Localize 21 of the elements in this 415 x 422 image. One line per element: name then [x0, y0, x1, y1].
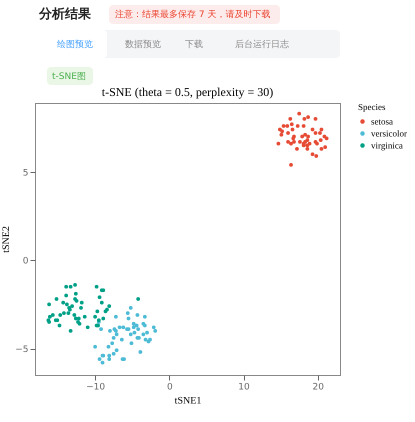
- x-tick-label: 10: [238, 382, 250, 392]
- legend-label: setosa: [371, 116, 393, 126]
- x-tick-label: 20: [312, 382, 324, 392]
- y-axis-title: tSNE2: [1, 226, 12, 253]
- text: 注意：结果最多保存 7 天，请及时下载: [115, 9, 270, 20]
- y-tick-label: 0: [22, 256, 29, 267]
- x-tick-label: −10: [86, 382, 106, 392]
- text: t-SNE图: [52, 72, 86, 82]
- legend-title: Species: [358, 102, 386, 112]
- text: 分析结果: [38, 7, 92, 22]
- text: 后台运行日志: [235, 39, 289, 50]
- y-tick-label: −5: [15, 345, 28, 356]
- text: 数据预览: [125, 39, 161, 50]
- text: 绘图预览: [57, 39, 93, 50]
- x-tick-label: 0: [166, 382, 173, 392]
- legend-label: virginica: [371, 140, 403, 150]
- legend-label: versicolor: [371, 128, 407, 138]
- chart-title: t-SNE (theta = 0.5, perplexity = 30): [102, 85, 274, 99]
- x-axis-title: tSNE1: [174, 396, 202, 406]
- y-tick-label: 5: [22, 168, 28, 178]
- text: 下载: [185, 39, 203, 50]
